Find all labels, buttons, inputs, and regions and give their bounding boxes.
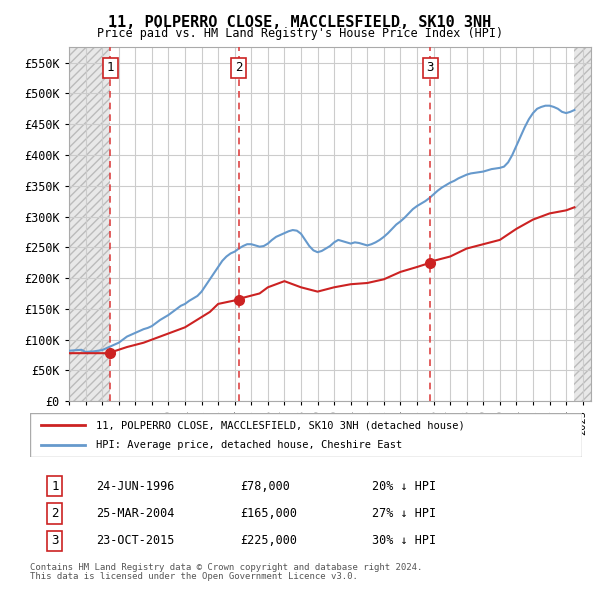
Text: 20% ↓ HPI: 20% ↓ HPI (372, 480, 436, 493)
Text: Contains HM Land Registry data © Crown copyright and database right 2024.: Contains HM Land Registry data © Crown c… (30, 563, 422, 572)
Text: 3: 3 (51, 535, 59, 548)
Text: 1: 1 (106, 61, 114, 74)
Text: 1: 1 (51, 480, 59, 493)
Text: 11, POLPERRO CLOSE, MACCLESFIELD, SK10 3NH: 11, POLPERRO CLOSE, MACCLESFIELD, SK10 3… (109, 15, 491, 30)
Text: £225,000: £225,000 (240, 535, 297, 548)
Text: 25-MAR-2004: 25-MAR-2004 (96, 507, 175, 520)
Text: 11, POLPERRO CLOSE, MACCLESFIELD, SK10 3NH (detached house): 11, POLPERRO CLOSE, MACCLESFIELD, SK10 3… (96, 421, 465, 430)
Text: 3: 3 (427, 61, 434, 74)
Text: £78,000: £78,000 (240, 480, 290, 493)
Text: 2: 2 (235, 61, 242, 74)
Text: 24-JUN-1996: 24-JUN-1996 (96, 480, 175, 493)
Bar (574, 47, 591, 401)
Bar (69, 47, 110, 401)
Text: 30% ↓ HPI: 30% ↓ HPI (372, 535, 436, 548)
Text: HPI: Average price, detached house, Cheshire East: HPI: Average price, detached house, Ches… (96, 440, 403, 450)
Text: 27% ↓ HPI: 27% ↓ HPI (372, 507, 436, 520)
Text: 2: 2 (51, 507, 59, 520)
Text: Price paid vs. HM Land Registry's House Price Index (HPI): Price paid vs. HM Land Registry's House … (97, 27, 503, 40)
Text: This data is licensed under the Open Government Licence v3.0.: This data is licensed under the Open Gov… (30, 572, 358, 581)
Text: 23-OCT-2015: 23-OCT-2015 (96, 535, 175, 548)
Text: £165,000: £165,000 (240, 507, 297, 520)
FancyBboxPatch shape (30, 413, 582, 457)
